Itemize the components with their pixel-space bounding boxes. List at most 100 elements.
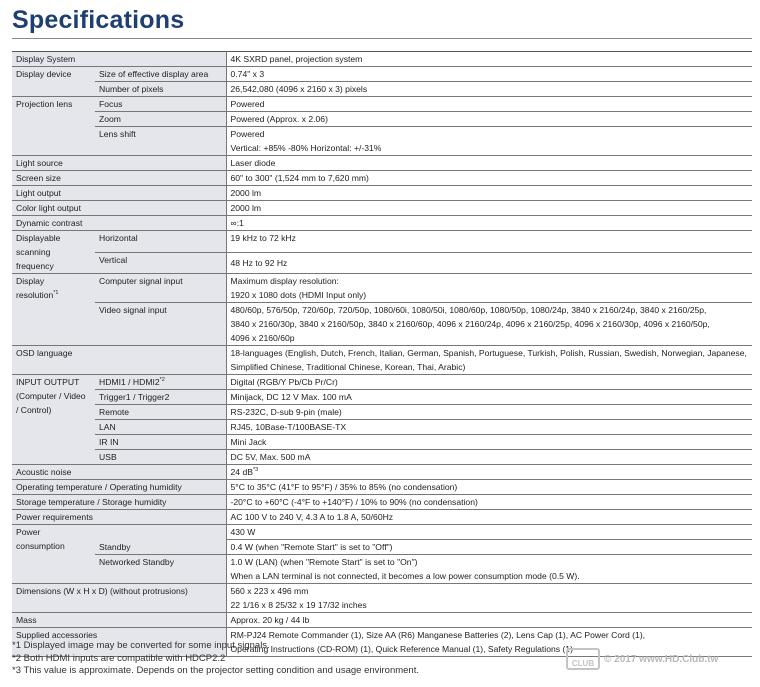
cell-text: Approx. 20 kg / 44 lb bbox=[230, 615, 310, 625]
spec-value: 48 Hz to 92 Hz bbox=[225, 252, 752, 274]
cell-text: Standby bbox=[99, 541, 131, 552]
spec-sublabel: USB bbox=[95, 449, 226, 465]
spec-row: Dimensions (W x H x D) (without protrusi… bbox=[12, 583, 752, 613]
cell-line: 5°C to 35°C (41°F to 95°F) / 35% to 85% … bbox=[231, 480, 749, 494]
spec-label: Display resolution*1 bbox=[12, 273, 95, 346]
spec-value: 26,542,080 (4096 x 2160 x 3) pixels bbox=[225, 81, 752, 97]
cell-text: Maximum display resolution: bbox=[230, 276, 339, 286]
cell-line: 26,542,080 (4096 x 2160 x 3) pixels bbox=[231, 82, 749, 96]
cell-text: Zoom bbox=[99, 114, 121, 124]
cell-text: ∞:1 bbox=[230, 218, 244, 228]
cell-text: Powered bbox=[230, 129, 265, 139]
cell-text: 4K SXRD panel, projection system bbox=[230, 54, 363, 64]
cell-text: Projection lens bbox=[16, 99, 73, 109]
spec-value: 0.74" x 3 bbox=[225, 66, 752, 82]
spec-value: 2000 lm bbox=[225, 200, 752, 216]
cell-text: 480/60p, 576/50p, 720/60p, 720/50p, 1080… bbox=[230, 305, 707, 315]
spec-value: -20°C to +60°C (-4°F to +140°F) / 10% to… bbox=[225, 494, 752, 510]
spec-sublabel: Lens shift bbox=[95, 126, 226, 156]
cell-line: 430 W bbox=[231, 525, 749, 539]
spec-sublabel: Video signal input bbox=[95, 302, 226, 346]
spec-value: AC 100 V to 240 V, 4.3 A to 1.8 A, 50/60… bbox=[225, 509, 752, 525]
cell-line: Maximum display resolution: bbox=[231, 274, 749, 288]
cell-line: 2000 lm bbox=[231, 201, 749, 215]
cell-line: Approx. 20 kg / 44 lb bbox=[231, 613, 749, 627]
cell-text: resolution bbox=[16, 290, 54, 300]
footnote: *3 This value is approximate. Depends on… bbox=[12, 665, 419, 676]
cell-line: / Control) bbox=[16, 403, 91, 417]
spec-label: Light source bbox=[12, 155, 226, 171]
cell-line: 0.4 W (when "Remote Start" is set to "Of… bbox=[231, 540, 749, 554]
cell-line: (Computer / Video bbox=[16, 389, 91, 403]
cell-line: Digital (RGB/Y Pb/Cb Pr/Cr) bbox=[231, 375, 749, 389]
cell-text: Size of effective display area bbox=[99, 69, 209, 79]
spec-label: Screen size bbox=[12, 170, 226, 186]
spec-row: Light output 2000 lm bbox=[12, 185, 752, 201]
cell-line: 60" to 300" (1,524 mm to 7,620 mm) bbox=[231, 171, 749, 185]
spec-label: Operating temperature / Operating humidi… bbox=[12, 479, 226, 495]
cell-line: 24 dB*3 bbox=[231, 465, 749, 479]
spec-label: Storage temperature / Storage humidity bbox=[12, 494, 226, 510]
spec-sublabel: Standby bbox=[95, 539, 226, 555]
cell-text: Video signal input bbox=[99, 305, 167, 315]
cell-text: Powered (Approx. x 2.06) bbox=[230, 114, 328, 124]
spec-row: Operating temperature / Operating humidi… bbox=[12, 479, 752, 495]
spec-value: 18-languages (English, Dutch, French, It… bbox=[225, 345, 752, 375]
cell-line: DC 5V, Max. 500 mA bbox=[231, 450, 749, 464]
cell-text: 26,542,080 (4096 x 2160 x 3) pixels bbox=[230, 84, 368, 94]
spec-row: Dynamic contrast ∞:1 bbox=[12, 215, 752, 231]
spec-sublabel: Computer signal input bbox=[95, 273, 226, 303]
cell-text: AC 100 V to 240 V, 4.3 A to 1.8 A, 50/60… bbox=[230, 512, 394, 522]
spec-label: Display device bbox=[12, 66, 95, 97]
spec-row: Storage temperature / Storage humidity -2… bbox=[12, 494, 752, 510]
cell-text: 560 x 223 x 496 mm bbox=[230, 586, 309, 596]
cell-text: 2000 lm bbox=[230, 188, 262, 198]
spec-row: Standby 0.4 W (when "Remote Start" is set… bbox=[12, 539, 752, 555]
cell-text: Trigger1 / Trigger2 bbox=[99, 392, 170, 402]
spec-value: DC 5V, Max. 500 mA bbox=[225, 449, 752, 465]
cell-text: 1.0 W (LAN) (when "Remote Start" is set … bbox=[230, 557, 418, 567]
cell-text: Powered bbox=[230, 99, 265, 109]
cell-text: 48 Hz to 92 Hz bbox=[230, 257, 288, 268]
cell-text: Display bbox=[16, 276, 45, 286]
spec-value: Minijack, DC 12 V Max. 100 mA bbox=[225, 389, 752, 405]
spec-row: Networked Standby 1.0 W (LAN) (when "Remo… bbox=[12, 554, 752, 584]
spec-label: Mass bbox=[12, 612, 226, 628]
spec-row: Projection lens Focus Powered bbox=[12, 96, 752, 156]
spec-row: Vertical 48 Hz to 92 Hz bbox=[12, 252, 752, 274]
footnote-marker: *2 bbox=[159, 377, 165, 384]
spec-value: 430 W bbox=[225, 524, 752, 540]
spec-label: Supplied accessories bbox=[12, 627, 226, 657]
spec-label: Dimensions (W x H x D) (without protrusi… bbox=[12, 583, 226, 613]
cell-text: Digital (RGB/Y Pb/Cb Pr/Cr) bbox=[230, 377, 338, 387]
spec-value: ∞:1 bbox=[225, 215, 752, 231]
spec-label: Dynamic contrast bbox=[12, 215, 226, 231]
cell-text: frequency bbox=[16, 261, 54, 271]
spec-value: 5°C to 35°C (41°F to 95°F) / 35% to 85% … bbox=[225, 479, 752, 495]
cell-text: 60" to 300" (1,524 mm to 7,620 mm) bbox=[230, 173, 369, 183]
spec-label: Color light output bbox=[12, 200, 226, 216]
cell-text: scanning bbox=[16, 247, 51, 257]
cell-line: RJ45, 10Base-T/100BASE-TX bbox=[231, 420, 749, 434]
spec-value: RS-232C, D-sub 9-pin (male) bbox=[225, 404, 752, 420]
spec-sublabel: Vertical bbox=[95, 252, 226, 274]
cell-text: Minijack, DC 12 V Max. 100 mA bbox=[230, 392, 352, 402]
title-divider bbox=[12, 38, 752, 39]
cell-text: Dimensions (W x H x D) (without protrusi… bbox=[16, 586, 188, 596]
cell-text: Displayable bbox=[16, 233, 61, 243]
spec-row: Display resolution*1 Computer signal input… bbox=[12, 273, 752, 346]
cell-line: Vertical: +85% -80% Horizontal: +/-31% bbox=[231, 141, 749, 155]
spec-value: Approx. 20 kg / 44 lb bbox=[225, 612, 752, 628]
cell-line: 1.0 W (LAN) (when "Remote Start" is set … bbox=[231, 555, 749, 569]
spec-sublabel: Networked Standby bbox=[95, 554, 226, 584]
cell-text: Mass bbox=[16, 615, 37, 625]
cell-text: Display System bbox=[16, 54, 76, 64]
cell-text: USB bbox=[99, 452, 117, 462]
spec-row: INPUT OUTPUT (Computer / Video / Control) H… bbox=[12, 374, 752, 465]
cell-text: Mini Jack bbox=[230, 437, 267, 447]
spec-sublabel: Zoom bbox=[95, 111, 226, 127]
spec-value: Maximum display resolution: 1920 x 1080 d… bbox=[225, 273, 752, 303]
cell-text: Supplied accessories bbox=[16, 630, 98, 640]
spec-value: Powered (Approx. x 2.06) bbox=[225, 111, 752, 127]
cell-text: Power requirements bbox=[16, 512, 93, 522]
